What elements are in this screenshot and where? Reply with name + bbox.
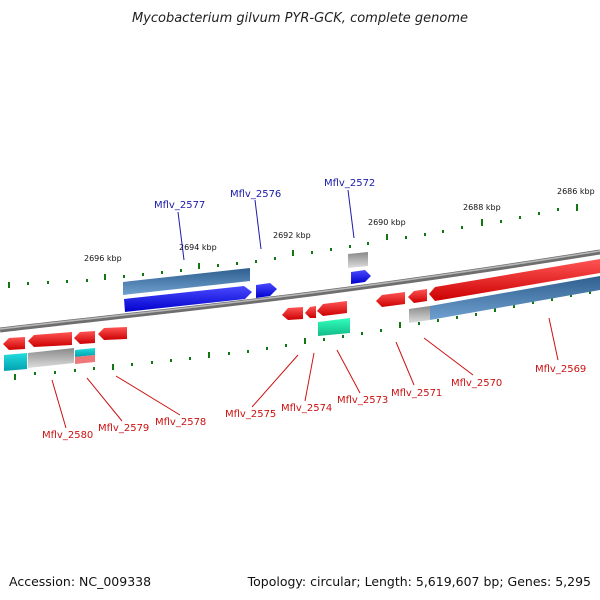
top-gene-labels: Mflv_2577 Mflv_2576 Mflv_2572 [154,178,375,211]
map-title: Mycobacterium gilvum PYR-GCK, complete g… [132,11,468,26]
reverse-cds-arrows [3,259,600,350]
rna-bar[interactable] [75,355,95,364]
forward-gene-bars [123,252,368,295]
rna-bar[interactable] [4,353,27,371]
gene-bar-light[interactable] [28,348,74,368]
gene-label[interactable]: Mflv_2573 [337,395,388,406]
gene-bar[interactable] [430,276,600,320]
cds-arrow-forward[interactable] [351,270,371,284]
gene-label[interactable]: Mflv_2576 [230,189,281,200]
bottom-gene-labels: Mflv_2580 Mflv_2579 Mflv_2578 Mflv_2575 … [42,364,586,441]
cds-arrow-reverse[interactable] [317,301,347,316]
cds-arrow-reverse[interactable] [429,259,600,301]
gene-label[interactable]: Mflv_2578 [155,417,206,428]
cds-arrow-forward[interactable] [256,283,277,298]
cds-arrow-reverse[interactable] [3,337,25,350]
gene-label[interactable]: Mflv_2579 [98,423,149,434]
gene-label[interactable]: Mflv_2575 [225,409,276,420]
forward-cds-arrows [124,270,371,312]
gene-label[interactable]: Mflv_2569 [535,364,586,375]
reverse-gene-bars [4,276,600,371]
gene-label[interactable]: Mflv_2574 [281,403,332,414]
outer-scale-ticks [8,204,578,288]
scale-label: 2696 kbp [84,254,122,263]
cds-arrow-reverse[interactable] [408,289,427,303]
cds-arrow-reverse[interactable] [376,292,405,307]
gene-bar-light[interactable] [348,252,368,268]
gene-label[interactable]: Mflv_2580 [42,430,93,441]
scale-label: 2690 kbp [368,218,406,227]
cds-arrow-reverse[interactable] [74,331,95,344]
rna-bar[interactable] [318,318,350,336]
top-leader-lines [177,189,355,261]
genome-backbone-highlight [0,250,600,330]
cds-arrow-forward[interactable] [124,286,252,312]
scale-label: 2688 kbp [463,203,501,212]
scale-label: 2694 kbp [179,243,217,252]
genome-backbone [0,249,600,333]
cds-arrow-reverse[interactable] [282,307,303,320]
scale-label: 2692 kbp [273,231,311,240]
rna-bar[interactable] [75,348,95,357]
gene-bar[interactable] [123,268,250,295]
accession-text: Accession: NC_009338 [9,574,151,589]
scale-label: 2686 kbp [557,187,595,196]
genome-summary-text: Topology: circular; Length: 5,619,607 bp… [247,574,591,589]
gene-label[interactable]: Mflv_2577 [154,200,205,211]
gene-label[interactable]: Mflv_2570 [451,378,502,389]
cds-arrow-reverse[interactable] [305,306,316,318]
gene-bar-light[interactable] [409,306,430,323]
gene-label[interactable]: Mflv_2571 [391,388,442,399]
cds-arrow-reverse[interactable] [28,332,72,347]
cds-arrow-reverse[interactable] [98,327,127,340]
scale-labels: 2696 kbp 2694 kbp 2692 kbp 2690 kbp 2688… [84,187,595,263]
gene-label[interactable]: Mflv_2572 [324,178,375,189]
bottom-leader-lines [51,317,559,429]
